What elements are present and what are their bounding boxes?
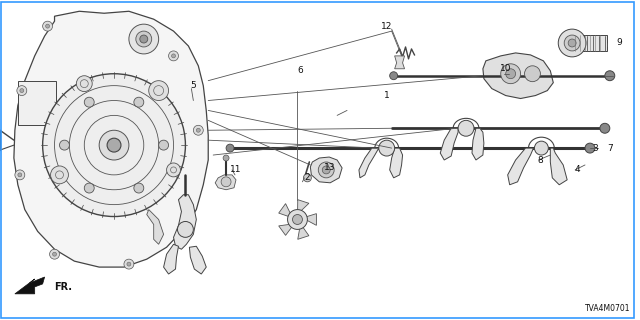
Polygon shape [215, 175, 236, 190]
Circle shape [140, 35, 148, 43]
Polygon shape [173, 195, 196, 249]
Circle shape [585, 143, 595, 153]
Polygon shape [483, 53, 554, 99]
Circle shape [159, 140, 168, 150]
Circle shape [17, 86, 27, 96]
Circle shape [84, 97, 94, 107]
Circle shape [184, 204, 193, 214]
FancyBboxPatch shape [572, 35, 607, 51]
Polygon shape [472, 128, 484, 160]
Circle shape [600, 123, 610, 133]
Circle shape [390, 72, 397, 80]
Text: 12: 12 [381, 22, 392, 31]
Circle shape [292, 214, 303, 224]
Circle shape [534, 141, 548, 155]
Polygon shape [310, 157, 342, 183]
Circle shape [287, 210, 307, 229]
Circle shape [84, 183, 94, 193]
Circle shape [172, 54, 175, 58]
Polygon shape [298, 200, 309, 220]
Circle shape [186, 208, 190, 212]
Polygon shape [278, 204, 298, 220]
Text: FR.: FR. [54, 282, 72, 292]
Circle shape [148, 81, 168, 100]
Circle shape [43, 21, 52, 31]
Circle shape [76, 76, 92, 92]
Polygon shape [440, 128, 458, 160]
Polygon shape [359, 148, 379, 178]
Text: 10: 10 [500, 64, 511, 73]
Circle shape [136, 31, 152, 47]
Polygon shape [508, 148, 534, 185]
Circle shape [500, 64, 520, 84]
Polygon shape [15, 277, 45, 294]
Circle shape [379, 140, 395, 156]
Circle shape [20, 89, 24, 92]
Circle shape [43, 74, 186, 217]
Polygon shape [189, 246, 206, 274]
Text: 5: 5 [191, 81, 196, 90]
Circle shape [49, 249, 60, 259]
Circle shape [568, 39, 576, 47]
Polygon shape [395, 56, 404, 69]
Circle shape [134, 97, 144, 107]
Circle shape [196, 128, 200, 132]
Circle shape [221, 177, 231, 187]
Circle shape [323, 166, 330, 174]
Text: 7: 7 [607, 144, 612, 153]
Circle shape [558, 29, 586, 57]
Polygon shape [147, 210, 164, 244]
Polygon shape [164, 244, 179, 274]
Text: 3: 3 [592, 144, 598, 153]
Circle shape [193, 125, 204, 135]
Circle shape [15, 170, 25, 180]
Circle shape [129, 24, 159, 54]
Text: 1: 1 [384, 91, 390, 100]
Circle shape [303, 174, 311, 182]
Circle shape [124, 259, 134, 269]
Text: 6: 6 [298, 66, 303, 75]
Text: 2: 2 [305, 173, 310, 182]
Circle shape [605, 71, 615, 81]
Text: 11: 11 [230, 165, 242, 174]
Text: TVA4M0701: TVA4M0701 [585, 304, 630, 313]
Circle shape [168, 51, 179, 61]
Circle shape [127, 262, 131, 266]
Circle shape [525, 66, 540, 82]
Polygon shape [14, 11, 208, 267]
Text: 9: 9 [617, 38, 623, 47]
FancyBboxPatch shape [18, 81, 56, 125]
Circle shape [18, 173, 22, 177]
Polygon shape [298, 220, 309, 239]
Circle shape [177, 221, 193, 237]
Circle shape [564, 35, 580, 51]
Circle shape [52, 252, 56, 256]
Circle shape [318, 162, 334, 178]
Polygon shape [390, 148, 403, 178]
Circle shape [60, 140, 69, 150]
Text: 4: 4 [574, 165, 580, 174]
Circle shape [51, 166, 68, 184]
Circle shape [166, 163, 180, 177]
Circle shape [226, 144, 234, 152]
Circle shape [99, 130, 129, 160]
Polygon shape [550, 148, 567, 185]
Circle shape [506, 69, 516, 79]
Polygon shape [278, 220, 298, 236]
Circle shape [45, 24, 49, 28]
Circle shape [134, 183, 144, 193]
Circle shape [458, 120, 474, 136]
Circle shape [107, 138, 121, 152]
Text: 8: 8 [538, 156, 543, 164]
Text: 13: 13 [324, 164, 336, 172]
Circle shape [223, 155, 229, 161]
Polygon shape [298, 214, 316, 225]
